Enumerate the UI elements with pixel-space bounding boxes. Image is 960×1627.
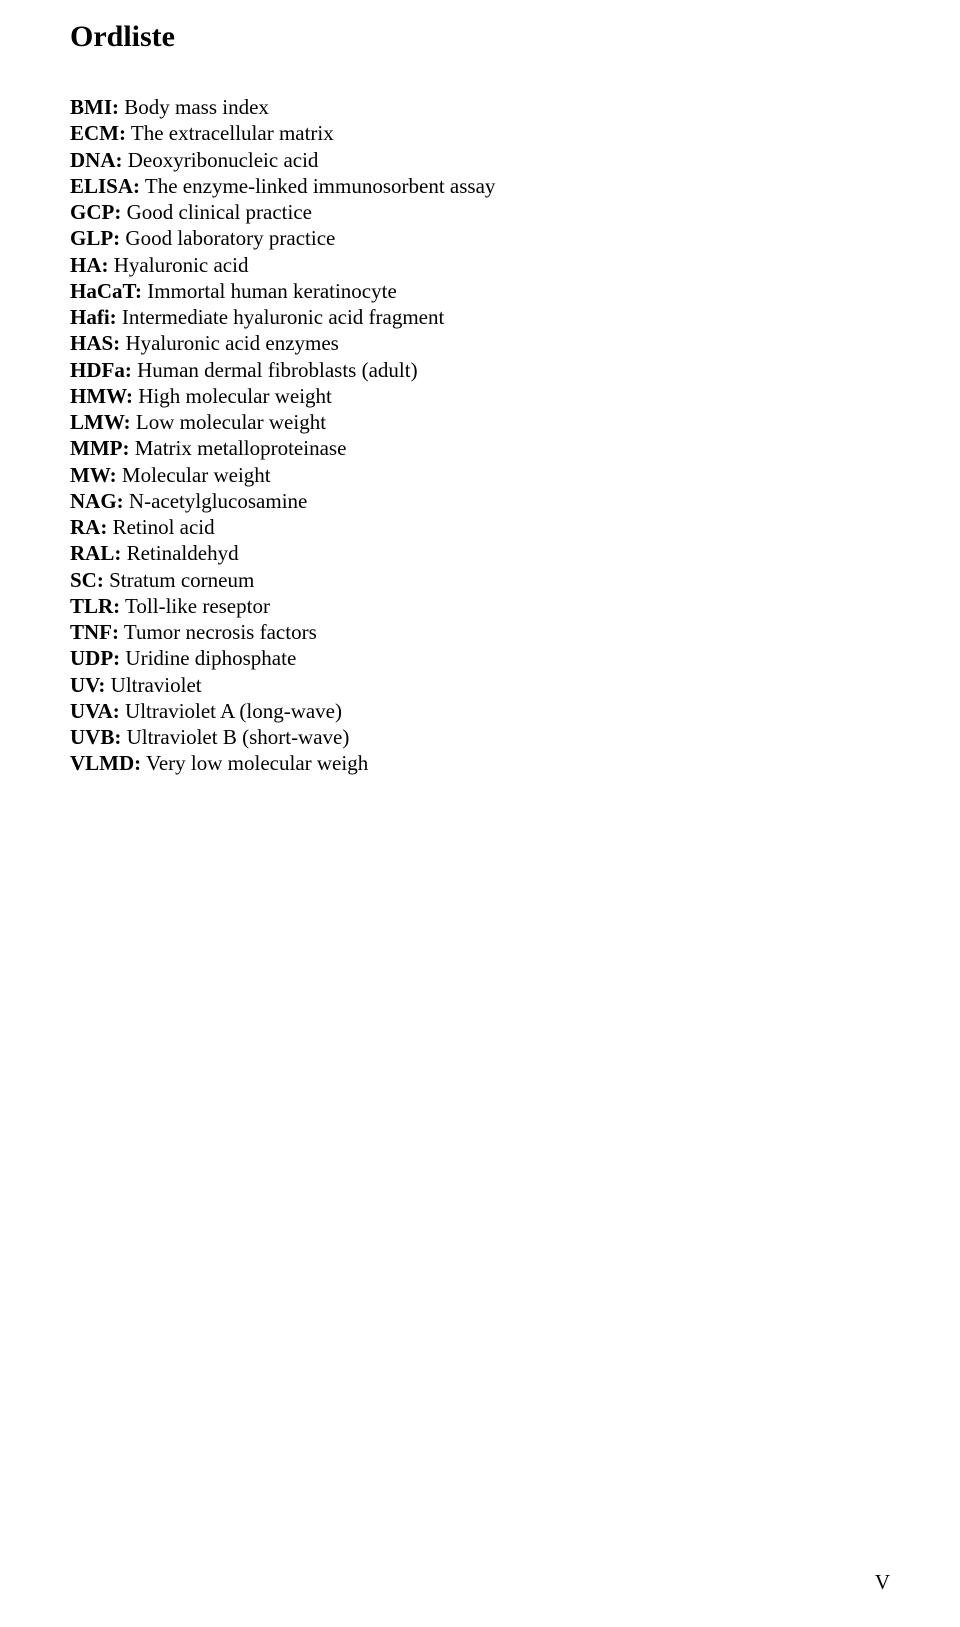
glossary-definition: Hyaluronic acid enzymes	[120, 331, 339, 355]
glossary-entry: LMW: Low molecular weight	[70, 409, 890, 435]
glossary-term: ELISA:	[70, 174, 140, 198]
glossary-definition: Retinol acid	[107, 515, 214, 539]
glossary-term: LMW:	[70, 410, 131, 434]
glossary-entry: HMW: High molecular weight	[70, 383, 890, 409]
glossary-definition: Stratum corneum	[104, 568, 254, 592]
glossary-term: HAS:	[70, 331, 120, 355]
glossary-entry: RA: Retinol acid	[70, 514, 890, 540]
glossary-entry: GCP: Good clinical practice	[70, 199, 890, 225]
glossary-entry: HDFa: Human dermal fibroblasts (adult)	[70, 357, 890, 383]
glossary-term: MMP:	[70, 436, 129, 460]
glossary-definition: The extracellular matrix	[126, 121, 334, 145]
glossary-entry: ELISA: The enzyme-linked immunosorbent a…	[70, 173, 890, 199]
glossary-definition: Ultraviolet	[105, 673, 201, 697]
glossary-entry: MMP: Matrix metalloproteinase	[70, 435, 890, 461]
glossary-definition: High molecular weight	[133, 384, 332, 408]
glossary-entry: HaCaT: Immortal human keratinocyte	[70, 278, 890, 304]
glossary-definition: Very low molecular weigh	[141, 751, 368, 775]
glossary-entry: HA: Hyaluronic acid	[70, 252, 890, 278]
glossary-definition: Uridine diphosphate	[120, 646, 296, 670]
glossary-definition: Retinaldehyd	[121, 541, 238, 565]
glossary-entry: UVA: Ultraviolet A (long-wave)	[70, 698, 890, 724]
glossary-definition: Ultraviolet A (long-wave)	[120, 699, 342, 723]
glossary-term: DNA:	[70, 148, 123, 172]
glossary-entry: RAL: Retinaldehyd	[70, 540, 890, 566]
glossary-definition: Toll-like reseptor	[120, 594, 270, 618]
glossary-term: NAG:	[70, 489, 124, 513]
glossary-definition: Intermediate hyaluronic acid fragment	[117, 305, 445, 329]
glossary-definition: Immortal human keratinocyte	[142, 279, 397, 303]
page-number: V	[875, 1570, 890, 1595]
glossary-definition: Tumor necrosis factors	[119, 620, 317, 644]
glossary-term: TLR:	[70, 594, 120, 618]
glossary-term: ECM:	[70, 121, 126, 145]
glossary-term: HaCaT:	[70, 279, 142, 303]
glossary-definition: Good clinical practice	[121, 200, 312, 224]
glossary-entry: NAG: N-acetylglucosamine	[70, 488, 890, 514]
glossary-term: Hafi:	[70, 305, 117, 329]
glossary-entry: UVB: Ultraviolet B (short-wave)	[70, 724, 890, 750]
glossary-term: RA:	[70, 515, 107, 539]
glossary-term: BMI:	[70, 95, 119, 119]
glossary-entry: HAS: Hyaluronic acid enzymes	[70, 330, 890, 356]
glossary-term: UDP:	[70, 646, 120, 670]
glossary-entry: TNF: Tumor necrosis factors	[70, 619, 890, 645]
glossary-definition: Ultraviolet B (short-wave)	[121, 725, 349, 749]
glossary-term: GCP:	[70, 200, 121, 224]
glossary-definition: Hyaluronic acid	[109, 253, 249, 277]
glossary-entry: SC: Stratum corneum	[70, 567, 890, 593]
glossary-definition: Human dermal fibroblasts (adult)	[132, 358, 418, 382]
glossary-entry: MW: Molecular weight	[70, 462, 890, 488]
glossary-definition: Molecular weight	[117, 463, 271, 487]
glossary-term: HDFa:	[70, 358, 132, 382]
glossary-term: UVB:	[70, 725, 121, 749]
page-content: Ordliste BMI: Body mass indexECM: The ex…	[0, 0, 960, 777]
glossary-entry: ECM: The extracellular matrix	[70, 120, 890, 146]
glossary-term: TNF:	[70, 620, 119, 644]
glossary-term: MW:	[70, 463, 117, 487]
glossary-definition: The enzyme-linked immunosorbent assay	[140, 174, 495, 198]
glossary-entry: GLP: Good laboratory practice	[70, 225, 890, 251]
glossary-term: SC:	[70, 568, 104, 592]
glossary-definition: Good laboratory practice	[120, 226, 335, 250]
glossary-term: RAL:	[70, 541, 121, 565]
glossary-entry: VLMD: Very low molecular weigh	[70, 750, 890, 776]
glossary-entry: Hafi: Intermediate hyaluronic acid fragm…	[70, 304, 890, 330]
glossary-term: VLMD:	[70, 751, 141, 775]
glossary-entry: TLR: Toll-like reseptor	[70, 593, 890, 619]
page-title: Ordliste	[70, 20, 890, 54]
glossary-entry: UDP: Uridine diphosphate	[70, 645, 890, 671]
glossary-definition: Matrix metalloproteinase	[129, 436, 346, 460]
glossary-definition: Low molecular weight	[131, 410, 326, 434]
glossary-entry: DNA: Deoxyribonucleic acid	[70, 147, 890, 173]
glossary-term: GLP:	[70, 226, 120, 250]
glossary-term: UV:	[70, 673, 105, 697]
glossary-list: BMI: Body mass indexECM: The extracellul…	[70, 94, 890, 777]
glossary-term: UVA:	[70, 699, 120, 723]
glossary-definition: Deoxyribonucleic acid	[123, 148, 319, 172]
glossary-entry: BMI: Body mass index	[70, 94, 890, 120]
glossary-term: HA:	[70, 253, 109, 277]
glossary-definition: N-acetylglucosamine	[124, 489, 308, 513]
glossary-term: HMW:	[70, 384, 133, 408]
glossary-definition: Body mass index	[119, 95, 269, 119]
glossary-entry: UV: Ultraviolet	[70, 672, 890, 698]
